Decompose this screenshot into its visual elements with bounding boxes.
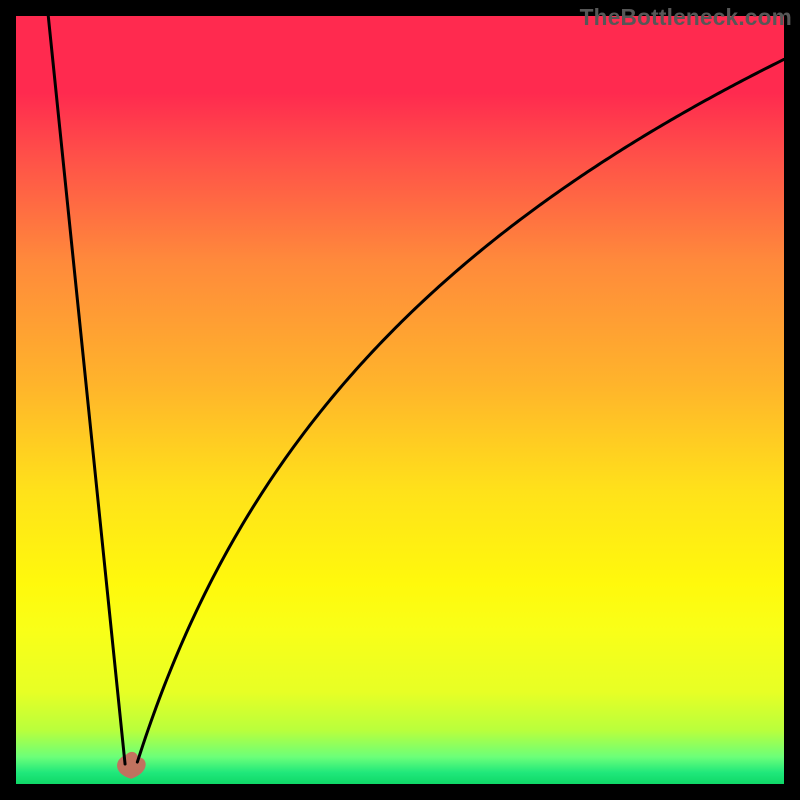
figure-container: TheBottleneck.com (0, 0, 800, 800)
watermark-text: TheBottleneck.com (580, 4, 792, 31)
plot-gradient-background (16, 16, 784, 784)
curve-layer (0, 0, 800, 800)
